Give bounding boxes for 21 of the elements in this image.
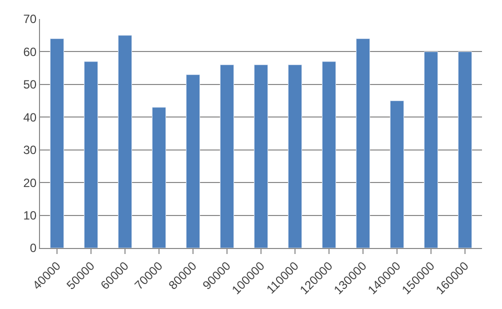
bar	[50, 38, 64, 248]
y-tick-label: 60	[23, 44, 37, 59]
y-tick-label: 0	[30, 241, 37, 256]
bar	[186, 74, 200, 248]
bar	[288, 64, 302, 248]
bar	[458, 51, 472, 248]
bar	[390, 100, 404, 248]
y-tick-label: 10	[23, 208, 37, 222]
bar	[118, 35, 132, 248]
y-tick-label: 40	[23, 110, 37, 124]
bar	[254, 64, 268, 248]
y-tick-label: 70	[23, 12, 37, 26]
bar	[84, 61, 98, 248]
y-tick-label: 50	[23, 78, 37, 92]
bar	[322, 61, 336, 248]
bar	[424, 51, 438, 248]
bar	[152, 107, 166, 248]
y-tick-label: 20	[23, 176, 37, 190]
bar	[220, 64, 234, 248]
bar	[356, 38, 370, 248]
y-tick-label: 30	[23, 143, 37, 158]
